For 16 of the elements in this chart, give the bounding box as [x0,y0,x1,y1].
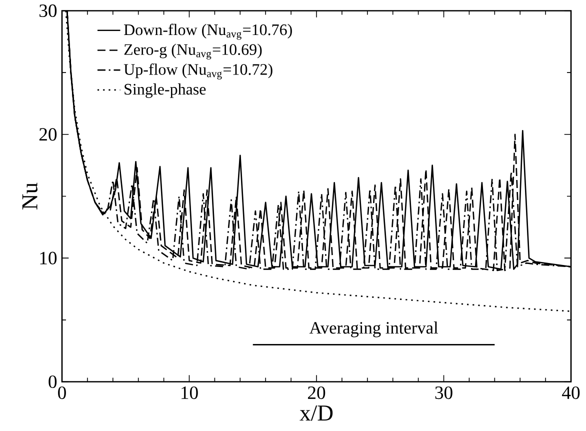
legend-label: Zero-g (Nu$_{avg}$=10.69) [124,44,262,60]
annotation: Averaging interval [309,322,438,338]
x-tick-label: 10 [182,386,198,400]
x-tick-label: 40 [562,386,580,400]
x-tick-label: 30 [435,386,452,400]
x-axis-title: x/D [300,406,333,421]
y-tick-label: 10 [40,252,57,265]
legend-label: Down-flow (Nu$_{avg}$=10.76) [124,24,292,40]
y-axis-title: Nu [22,182,38,210]
y-tick-label: 30 [40,4,57,18]
legend-label: Single-phase [124,84,206,98]
x-tick-label: 0 [58,386,66,400]
legend-label: Up-flow (Nu$_{avg}$=10.72) [124,64,272,80]
y-tick-label: 0 [48,376,57,388]
y-tick-label: 20 [39,128,57,141]
x-tick-label: 20 [308,386,326,400]
